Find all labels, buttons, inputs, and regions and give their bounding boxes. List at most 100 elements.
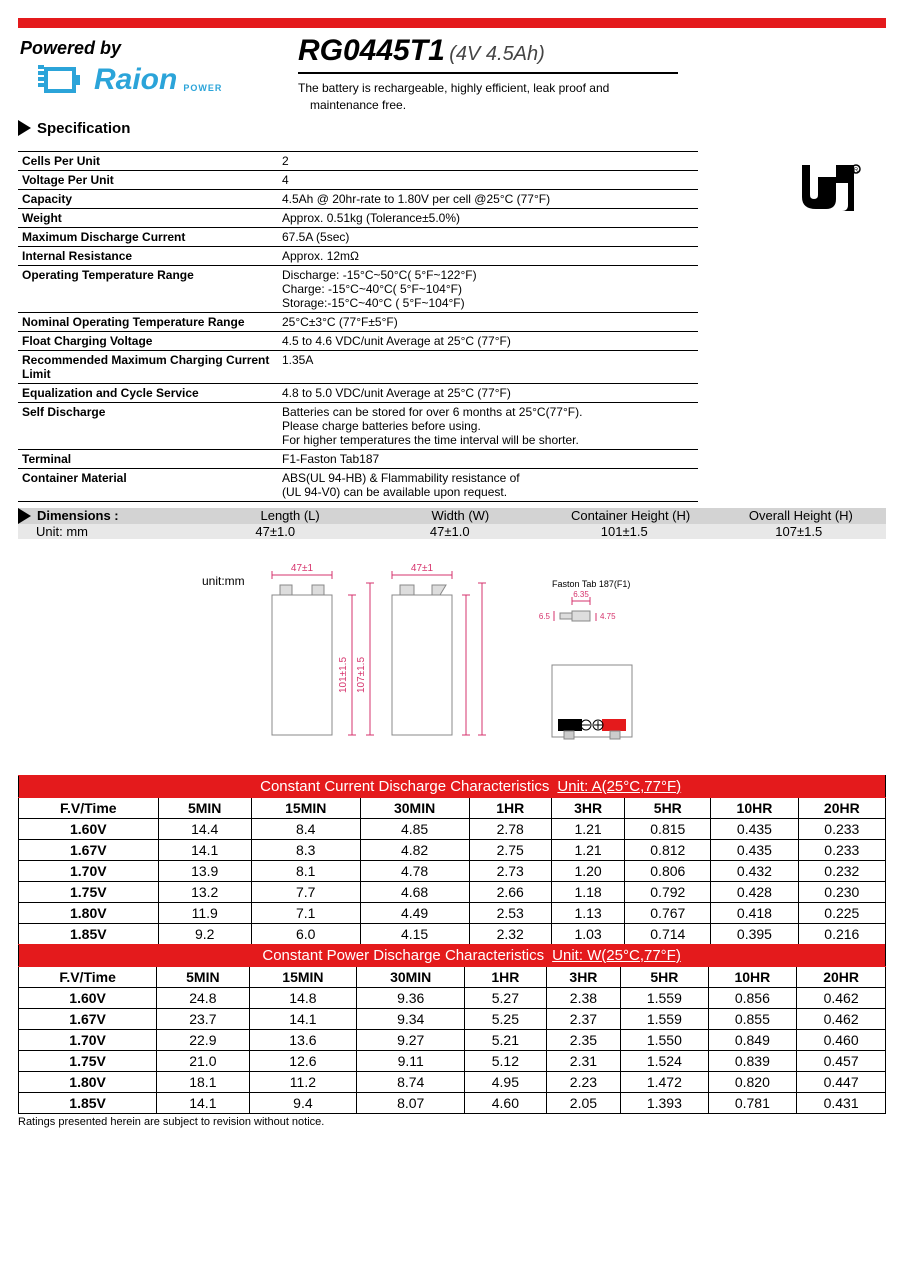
discharge-value: 1.550 (621, 1029, 708, 1050)
discharge-value: 13.6 (249, 1029, 357, 1050)
powered-by-label: Powered by (18, 34, 278, 61)
title-block: RG0445T1 (4V 4.5Ah) The battery is recha… (298, 34, 886, 114)
spec-value: Approx. 0.51kg (Tolerance±5.0%) (278, 208, 698, 227)
discharge-row: 1.85V9.26.04.152.321.030.7140.3950.216 (19, 923, 886, 944)
description-line1: The battery is rechargeable, highly effi… (298, 80, 658, 97)
discharge-col: 3HR (551, 797, 624, 818)
discharge-value: 2.31 (546, 1050, 621, 1071)
spec-label: Internal Resistance (18, 246, 278, 265)
discharge-value: 1.03 (551, 923, 624, 944)
discharge-voltage: 1.60V (19, 818, 159, 839)
discharge-value: 6.0 (251, 923, 360, 944)
title-underline (298, 72, 678, 74)
discharge-row-header: F.V/Time (19, 966, 157, 987)
discharge-voltage: 1.70V (19, 860, 159, 881)
discharge-value: 0.428 (711, 881, 798, 902)
discharge-value: 8.07 (357, 1092, 465, 1113)
dim-val-width: 47±1.0 (363, 524, 538, 539)
discharge-value: 0.812 (625, 839, 711, 860)
discharge-value: 0.435 (711, 818, 798, 839)
spec-value: F1-Faston Tab187 (278, 449, 698, 468)
dimensions-title: Dimensions : (37, 508, 119, 523)
triangle-icon (18, 120, 31, 136)
spec-value: 4.5 to 4.6 VDC/unit Average at 25°C (77°… (278, 331, 698, 350)
discharge-value: 21.0 (157, 1050, 249, 1071)
discharge-value: 2.23 (546, 1071, 621, 1092)
discharge-value: 8.1 (251, 860, 360, 881)
discharge-value: 2.32 (469, 923, 551, 944)
discharge-value: 9.34 (357, 1008, 465, 1029)
discharge-col: 15MIN (251, 797, 360, 818)
discharge-voltage: 1.70V (19, 1029, 157, 1050)
discharge-value: 0.856 (708, 987, 797, 1008)
discharge-value: 4.82 (360, 839, 469, 860)
spec-label: Weight (18, 208, 278, 227)
spec-value: ABS(UL 94-HB) & Flammability resistance … (278, 468, 698, 501)
discharge-row: 1.75V21.012.69.115.122.311.5240.8390.457 (19, 1050, 886, 1071)
discharge-value: 14.1 (249, 1008, 357, 1029)
discharge-value: 14.8 (249, 987, 357, 1008)
discharge-value: 9.2 (158, 923, 251, 944)
discharge-value: 4.68 (360, 881, 469, 902)
discharge-value: 1.472 (621, 1071, 708, 1092)
discharge-value: 9.4 (249, 1092, 357, 1113)
spec-row: Recommended Maximum Charging Current Lim… (18, 350, 698, 383)
discharge-value: 1.559 (621, 987, 708, 1008)
svg-text:4.75: 4.75 (600, 612, 616, 621)
dim-val-length: 47±1.0 (188, 524, 363, 539)
logo-subtext: POWER (183, 83, 222, 93)
discharge-value: 1.21 (551, 839, 624, 860)
discharge-current-table: Constant Current Discharge Characteristi… (18, 775, 886, 945)
discharge-row: 1.60V24.814.89.365.272.381.5590.8560.462 (19, 987, 886, 1008)
model-rating: (4V 4.5Ah) (449, 43, 545, 65)
discharge-value: 5.21 (465, 1029, 547, 1050)
discharge-value: 0.767 (625, 902, 711, 923)
spec-label: Equalization and Cycle Service (18, 383, 278, 402)
spec-row: WeightApprox. 0.51kg (Tolerance±5.0%) (18, 208, 698, 227)
discharge-value: 4.49 (360, 902, 469, 923)
discharge-value: 4.85 (360, 818, 469, 839)
discharge-columns: F.V/Time5MIN15MIN30MIN1HR3HR5HR10HR20HR (19, 966, 886, 987)
dim-val-container-height: 101±1.5 (537, 524, 712, 539)
discharge-title: Constant Power Discharge Characteristics (19, 944, 547, 966)
discharge-value: 1.524 (621, 1050, 708, 1071)
top-red-bar (18, 18, 886, 28)
discharge-value: 1.559 (621, 1008, 708, 1029)
discharge-value: 4.78 (360, 860, 469, 881)
discharge-value: 0.462 (797, 987, 886, 1008)
discharge-value: 2.66 (469, 881, 551, 902)
spec-row: Capacity4.5Ah @ 20hr-rate to 1.80V per c… (18, 189, 698, 208)
discharge-value: 22.9 (157, 1029, 249, 1050)
discharge-col: 15MIN (249, 966, 357, 987)
discharge-value: 2.35 (546, 1029, 621, 1050)
svg-text:107±1.5: 107±1.5 (356, 656, 367, 693)
discharge-value: 0.457 (797, 1050, 886, 1071)
discharge-value: 8.74 (357, 1071, 465, 1092)
discharge-row: 1.60V14.48.44.852.781.210.8150.4350.233 (19, 818, 886, 839)
spec-row: Self DischargeBatteries can be stored fo… (18, 402, 698, 449)
discharge-row: 1.70V13.98.14.782.731.200.8060.4320.232 (19, 860, 886, 881)
spec-label: Voltage Per Unit (18, 170, 278, 189)
spec-row: Float Charging Voltage4.5 to 4.6 VDC/uni… (18, 331, 698, 350)
discharge-value: 9.11 (357, 1050, 465, 1071)
ul-mark-icon: R (796, 161, 866, 220)
discharge-row: 1.70V22.913.69.275.212.351.5500.8490.460 (19, 1029, 886, 1050)
spec-row: Cells Per Unit2 (18, 151, 698, 170)
discharge-value: 1.18 (551, 881, 624, 902)
discharge-value: 1.20 (551, 860, 624, 881)
spec-value: 2 (278, 151, 698, 170)
triangle-icon (18, 508, 31, 524)
dimensions-header: Dimensions : Length (L) Width (W) Contai… (18, 508, 886, 524)
spec-title: Specification (37, 120, 130, 137)
discharge-value: 2.73 (469, 860, 551, 881)
discharge-row: 1.80V18.111.28.744.952.231.4720.8200.447 (19, 1071, 886, 1092)
discharge-value: 0.815 (625, 818, 711, 839)
discharge-value: 4.95 (465, 1071, 547, 1092)
discharge-value: 13.9 (158, 860, 251, 881)
dim-col-overall-height: Overall Height (H) (716, 508, 886, 523)
logo: Raion POWER (18, 61, 278, 99)
dim-unit-label: Unit: mm (18, 524, 188, 539)
spec-table: Cells Per Unit2Voltage Per Unit4Capacity… (18, 151, 698, 502)
discharge-col: 5HR (621, 966, 708, 987)
spec-row: Nominal Operating Temperature Range25°C±… (18, 312, 698, 331)
